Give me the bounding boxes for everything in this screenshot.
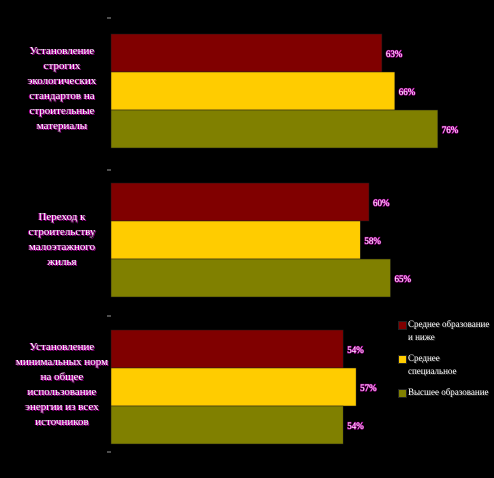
bar [110,182,370,222]
legend-text-1: Среднее образование и ниже [408,319,490,342]
legend-swatch-2 [398,355,407,364]
bar [110,329,344,369]
data-label: 60% [373,198,390,208]
category-label-1: Установление строгих экологических станд… [27,45,97,132]
legend-item-1: Среднее образование и ниже [392,318,490,344]
data-label: 58% [364,236,381,246]
legend-text-2: Среднее специальное [408,353,457,376]
data-label: 66% [399,87,416,97]
bar [110,33,383,73]
category-label-2: Переход к строительству малоэтажного жил… [28,211,96,268]
bar [110,220,361,260]
bar [110,405,344,445]
legend-item-3: Высшее образование [392,386,490,399]
data-label: 63% [386,49,403,59]
data-label: 76% [442,125,459,135]
legend-swatch-3 [398,389,407,398]
data-label: 57% [360,383,377,393]
data-label: 54% [347,345,364,355]
legend-text-3: Высшее образование [408,387,489,397]
bar [110,109,439,149]
legend: Среднее образование и ниже Среднее специ… [392,318,490,407]
bar [110,367,357,407]
legend-item-2: Среднее специальное [392,352,490,378]
bar [110,71,396,111]
data-label: 54% [347,421,364,431]
data-label: 65% [395,274,412,284]
legend-swatch-1 [398,321,407,330]
category-label-3: Установление минимальных норм на общее и… [15,341,109,428]
bar [110,258,391,298]
